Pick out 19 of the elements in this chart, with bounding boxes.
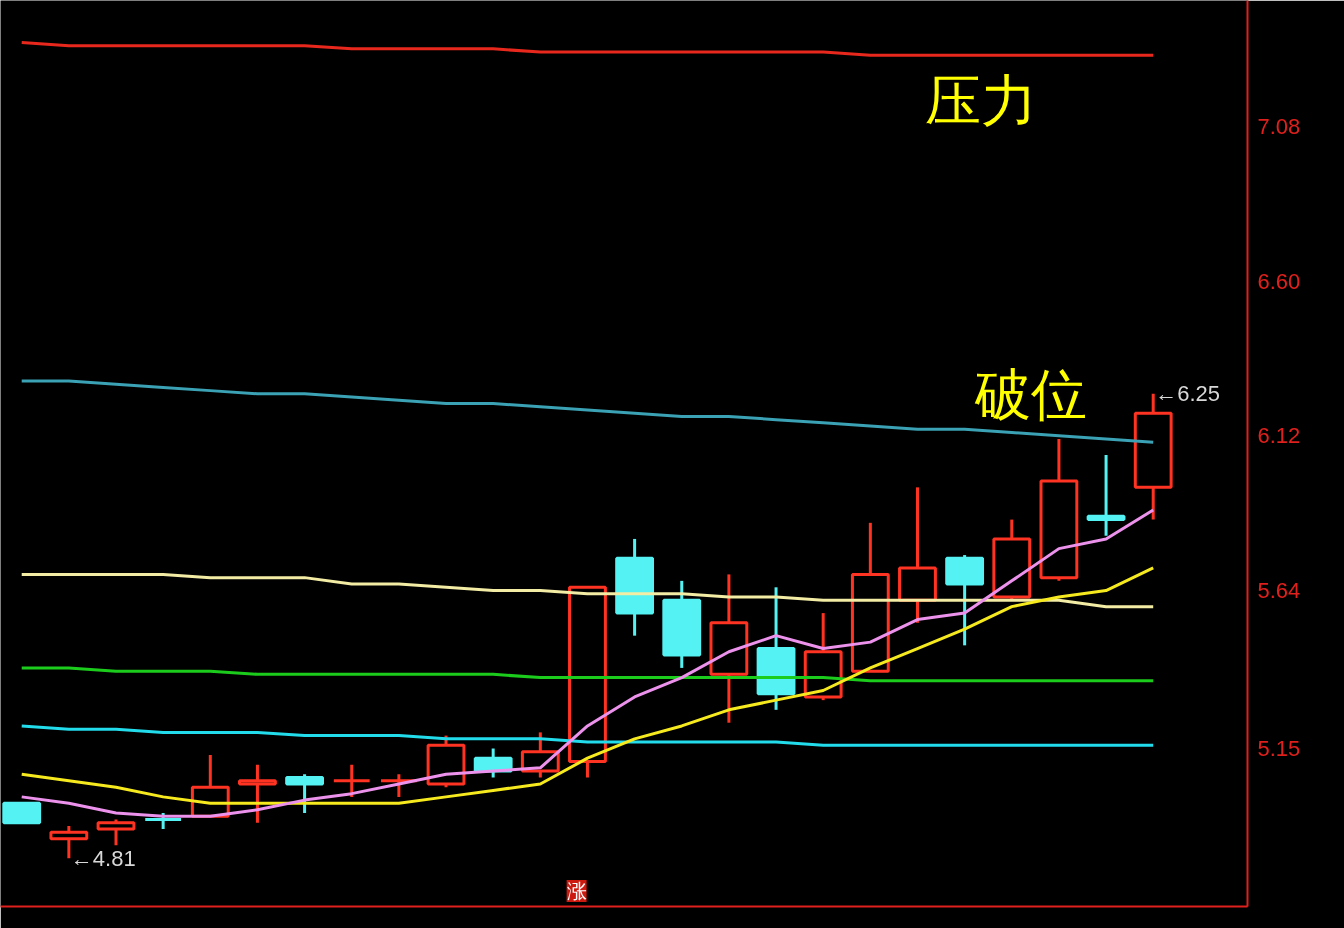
line-series [20, 666, 1155, 683]
y-tick-label: 6.60 [1257, 268, 1301, 294]
line-series [20, 566, 1155, 805]
annotation: 压力 [924, 68, 1037, 132]
line-series [20, 40, 1155, 57]
annotation: ←6.25 [1155, 381, 1221, 407]
y-tick-label: 5.64 [1257, 578, 1301, 604]
candlestick [709, 574, 749, 723]
annotation: 破位 [973, 363, 1087, 427]
candlestick [615, 537, 655, 636]
annotation: ←4.81 [70, 845, 136, 871]
candlestick [1086, 455, 1126, 536]
y-tick-label: 6.12 [1257, 423, 1301, 449]
line-series [20, 572, 1155, 609]
line-series [20, 508, 1155, 818]
annotation: 涨 [566, 880, 587, 903]
y-tick-label: 7.08 [1257, 113, 1301, 139]
y-tick-label: 5.15 [1257, 736, 1301, 762]
line-series [20, 724, 1155, 747]
